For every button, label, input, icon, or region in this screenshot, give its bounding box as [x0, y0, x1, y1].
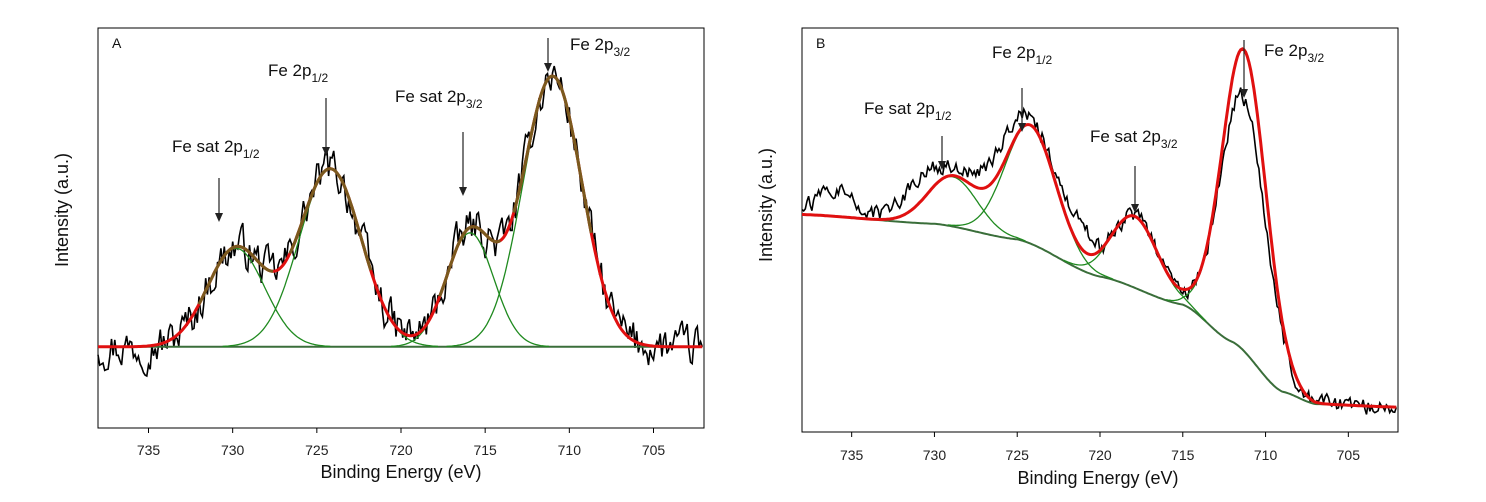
panel-b-letter: B	[816, 35, 825, 51]
x-tick-label: 710	[558, 442, 582, 458]
panel-b-curves	[801, 47, 1398, 415]
x-tick-label: 730	[923, 447, 947, 463]
peak-label-main: Fe 2p	[992, 43, 1035, 62]
peak-arrow-head	[1018, 123, 1026, 132]
peak-label-main: Fe sat 2p	[395, 87, 466, 106]
x-tick-label: 725	[305, 442, 329, 458]
peak-label-main: Fe 2p	[570, 35, 613, 54]
peak-label-subscript: 1/2	[243, 147, 260, 161]
panel-a-annotations: Fe 2p3/2Fe 2p1/2Fe sat 2p3/2Fe sat 2p1/2	[172, 35, 630, 222]
fit-envelope-overlap-1	[288, 167, 373, 271]
x-tick-label: 730	[221, 442, 245, 458]
component-peak-1	[947, 124, 1114, 280]
peak-label-subscript: 3/2	[613, 45, 630, 59]
component-peak-3	[879, 175, 1026, 242]
peak-label-main: Fe sat 2p	[172, 137, 243, 156]
panel-a-ylabel: Intensity (a.u.)	[52, 153, 72, 267]
panel-a: A Binding Energy (eV) Intensity (a.u.) 7…	[52, 27, 705, 482]
panel-a-curves	[97, 65, 704, 378]
x-tick-label: 710	[1254, 447, 1278, 463]
peak-label-3: Fe sat 2p1/2	[172, 137, 260, 161]
panel-b-xlabel: Binding Energy (eV)	[1017, 468, 1178, 488]
panel-b-annotations: Fe 2p3/2Fe 2p1/2Fe sat 2p3/2Fe sat 2p1/2	[864, 40, 1324, 213]
peak-label-1: Fe 2p1/2	[992, 43, 1052, 67]
peak-arrow-head	[1240, 89, 1248, 98]
panel-b-ticks: 735 730 725 720 715 710 705	[840, 432, 1360, 463]
peak-label-subscript: 1/2	[1035, 53, 1052, 67]
peak-arrow-head	[215, 213, 223, 222]
background-line	[802, 213, 1397, 409]
peak-label-2: Fe sat 2p3/2	[1090, 127, 1178, 151]
peak-label-1: Fe 2p1/2	[268, 61, 328, 85]
peak-label-main: Fe 2p	[1264, 41, 1307, 60]
peak-label-3: Fe sat 2p1/2	[864, 99, 952, 123]
peak-arrow-head	[322, 147, 330, 156]
peak-label-subscript: 3/2	[1307, 51, 1324, 65]
x-tick-label: 705	[1337, 447, 1361, 463]
x-tick-label: 735	[137, 442, 161, 458]
x-tick-label: 715	[473, 442, 497, 458]
peak-label-0: Fe 2p3/2	[1264, 41, 1324, 65]
peak-label-main: Fe sat 2p	[864, 99, 935, 118]
peak-arrow-head	[1131, 204, 1139, 213]
peak-arrow-head	[938, 161, 946, 170]
peak-label-subscript: 1/2	[311, 71, 328, 85]
panel-b-ylabel: Intensity (a.u.)	[756, 148, 776, 262]
x-tick-label: 705	[642, 442, 666, 458]
peak-arrow-head	[544, 63, 552, 72]
fit-envelope-overlap-3	[197, 244, 274, 305]
peak-label-subscript: 3/2	[466, 97, 483, 111]
panel-a-letter: A	[112, 35, 122, 51]
peak-label-subscript: 3/2	[1161, 137, 1178, 151]
component-peak-3	[141, 247, 331, 348]
panel-b: B Binding Energy (eV) Intensity (a.u.) 7…	[756, 27, 1399, 488]
fit-envelope-line	[98, 74, 703, 349]
x-tick-label: 720	[1088, 447, 1112, 463]
fit-envelope-overlap-2	[438, 225, 502, 297]
fit-envelope-line	[802, 47, 1397, 409]
peak-label-main: Fe 2p	[268, 61, 311, 80]
peak-label-0: Fe 2p3/2	[570, 35, 630, 59]
x-tick-label: 735	[840, 447, 864, 463]
x-tick-label: 720	[389, 442, 413, 458]
x-tick-label: 715	[1171, 447, 1195, 463]
peak-arrow-head	[459, 187, 467, 196]
panel-b-frame	[801, 27, 1399, 433]
component-peak-2	[390, 232, 550, 348]
raw-data-line	[801, 87, 1398, 415]
raw-data-line	[97, 65, 704, 378]
peak-label-subscript: 1/2	[935, 109, 952, 123]
peak-label-main: Fe sat 2p	[1090, 127, 1161, 146]
panel-a-ticks: 735 730 725 720 715 710 705	[137, 428, 666, 458]
panel-a-xlabel: Binding Energy (eV)	[320, 462, 481, 482]
component-peak-0	[446, 75, 659, 348]
x-tick-label: 725	[1006, 447, 1030, 463]
fit-envelope-overlap-0	[512, 74, 593, 234]
peak-label-2: Fe sat 2p3/2	[395, 87, 483, 111]
